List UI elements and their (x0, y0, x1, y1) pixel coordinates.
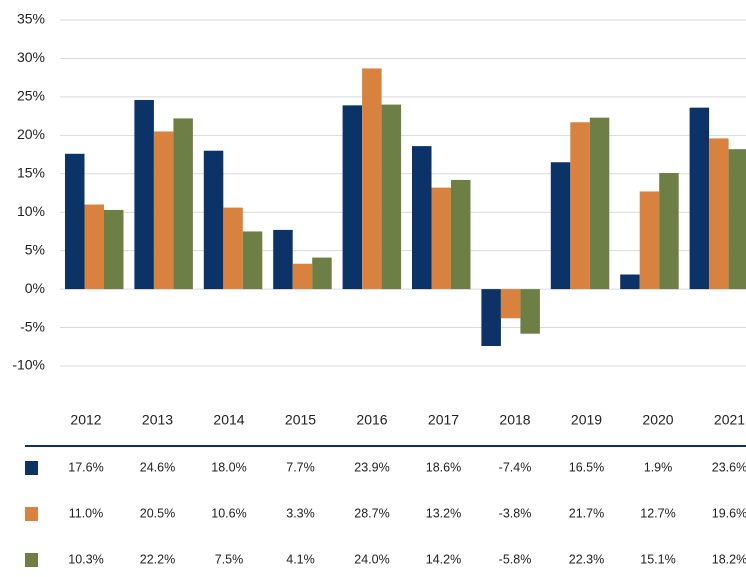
bar (481, 289, 501, 347)
bar (312, 257, 332, 290)
x-tick-label: 2013 (142, 412, 173, 428)
bar (550, 162, 571, 290)
table-value: 7.7% (286, 460, 315, 474)
x-tick-label: 2019 (571, 412, 602, 428)
x-tick-label: 2015 (285, 412, 316, 428)
bar (709, 138, 729, 290)
bar (659, 173, 679, 290)
y-tick-label: 30% (17, 49, 45, 65)
table-value: 14.2% (426, 552, 461, 566)
table-value: 19.6% (712, 506, 746, 520)
table-value: 10.6% (211, 506, 246, 520)
y-tick-label: 0% (25, 280, 45, 296)
bar (153, 131, 174, 290)
bar (620, 274, 640, 290)
table-value: 18.6% (426, 460, 461, 474)
bar (412, 146, 432, 290)
table-value: 12.7% (640, 506, 675, 520)
x-tick-label: 2020 (642, 412, 673, 428)
bar (362, 68, 382, 290)
x-tick-label: 2014 (213, 412, 244, 428)
y-tick-label: -5% (20, 318, 45, 334)
table-value: 18.2% (712, 552, 746, 566)
bar (104, 209, 124, 290)
bar (589, 117, 610, 290)
bar (520, 289, 540, 334)
table-value: 15.1% (640, 552, 675, 566)
table-value: 1.9% (644, 460, 673, 474)
table-value: 23.6% (712, 460, 746, 474)
y-tick-label: 10% (17, 203, 45, 219)
x-tick-label: 2021 (714, 412, 745, 428)
table-value: 23.9% (354, 460, 389, 474)
table-value: 24.0% (354, 552, 389, 566)
table-value: 13.2% (426, 506, 461, 520)
y-tick-label: 5% (25, 241, 45, 257)
y-tick-label: -10% (12, 357, 45, 373)
table-value: -3.8% (499, 506, 532, 520)
bar (381, 104, 402, 290)
table-value: -5.8% (499, 552, 532, 566)
bar (451, 179, 471, 290)
y-tick-label: 20% (17, 126, 45, 142)
y-tick-label: 25% (17, 88, 45, 104)
legend-swatch (25, 461, 38, 475)
table-value: 22.2% (140, 552, 175, 566)
bar (500, 289, 521, 319)
table-value: 22.3% (569, 552, 604, 566)
bar (728, 149, 746, 290)
y-tick-label: 35% (17, 11, 45, 27)
bar (570, 122, 590, 290)
table-value: 28.7% (354, 506, 389, 520)
bar (242, 231, 263, 290)
table-value: 21.7% (569, 506, 604, 520)
bar (84, 204, 104, 290)
y-tick-label: 15% (17, 164, 45, 180)
x-tick-label: 2018 (499, 412, 530, 428)
table-value: 3.3% (286, 506, 315, 520)
table-value: -7.4% (499, 460, 532, 474)
bar (292, 263, 313, 290)
table-value: 20.5% (140, 506, 175, 520)
bar (173, 118, 193, 290)
bar (203, 150, 224, 290)
table-value: 10.3% (68, 552, 103, 566)
table-value: 24.6% (140, 460, 175, 474)
x-tick-label: 2016 (356, 412, 387, 428)
bar (689, 107, 710, 290)
bar (134, 99, 154, 290)
bar (273, 229, 293, 290)
table-value: 4.1% (286, 552, 315, 566)
legend-swatch (25, 553, 38, 567)
x-tick-label: 2012 (70, 412, 101, 428)
table-value: 18.0% (211, 460, 246, 474)
bar (65, 153, 85, 290)
bar (342, 105, 363, 290)
bar (639, 191, 660, 290)
table-value: 17.6% (68, 460, 103, 474)
table-value: 7.5% (215, 552, 244, 566)
legend-swatch (25, 507, 38, 521)
x-tick-label: 2017 (428, 412, 459, 428)
table-value: 16.5% (569, 460, 604, 474)
bar (223, 207, 243, 290)
table-value: 11.0% (69, 506, 104, 520)
bar (431, 187, 451, 290)
